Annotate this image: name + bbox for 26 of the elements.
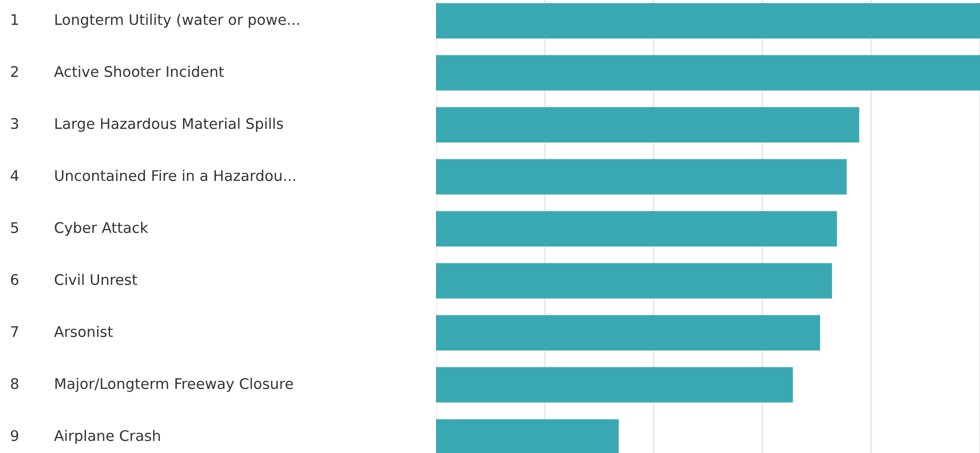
bar xyxy=(436,315,820,351)
bar xyxy=(436,3,980,38)
y-tick-label: Arsonist xyxy=(54,326,113,338)
bar xyxy=(436,367,793,403)
y-tick-label: Longterm Utility (water or powe... xyxy=(55,14,299,28)
y-tick-label: Uncontained Fire in a Hazardou... xyxy=(55,170,296,182)
text: 3 xyxy=(11,118,18,130)
y-tick-label: Active Shooter Incident xyxy=(54,66,224,78)
text: 2 xyxy=(11,66,18,77)
text: 7 xyxy=(11,326,18,337)
bar xyxy=(436,263,832,299)
bar xyxy=(436,211,837,247)
text: 9 xyxy=(10,430,18,442)
text: 4 xyxy=(10,170,18,181)
text: 1 xyxy=(12,14,18,25)
text: 8 xyxy=(10,378,18,390)
text: 6 xyxy=(11,274,18,286)
text: 5 xyxy=(11,222,18,234)
bar xyxy=(436,55,980,90)
y-tick-label: Cyber Attack xyxy=(54,222,148,236)
y-tick-label: Major/Longterm Freeway Closure xyxy=(55,378,293,392)
bar xyxy=(436,107,860,143)
y-tick-label: Civil Unrest xyxy=(54,274,138,286)
y-tick-label: Airplane Crash xyxy=(54,430,160,444)
bar xyxy=(436,159,847,195)
y-tick-label: Large Hazardous Material Spills xyxy=(55,118,283,132)
